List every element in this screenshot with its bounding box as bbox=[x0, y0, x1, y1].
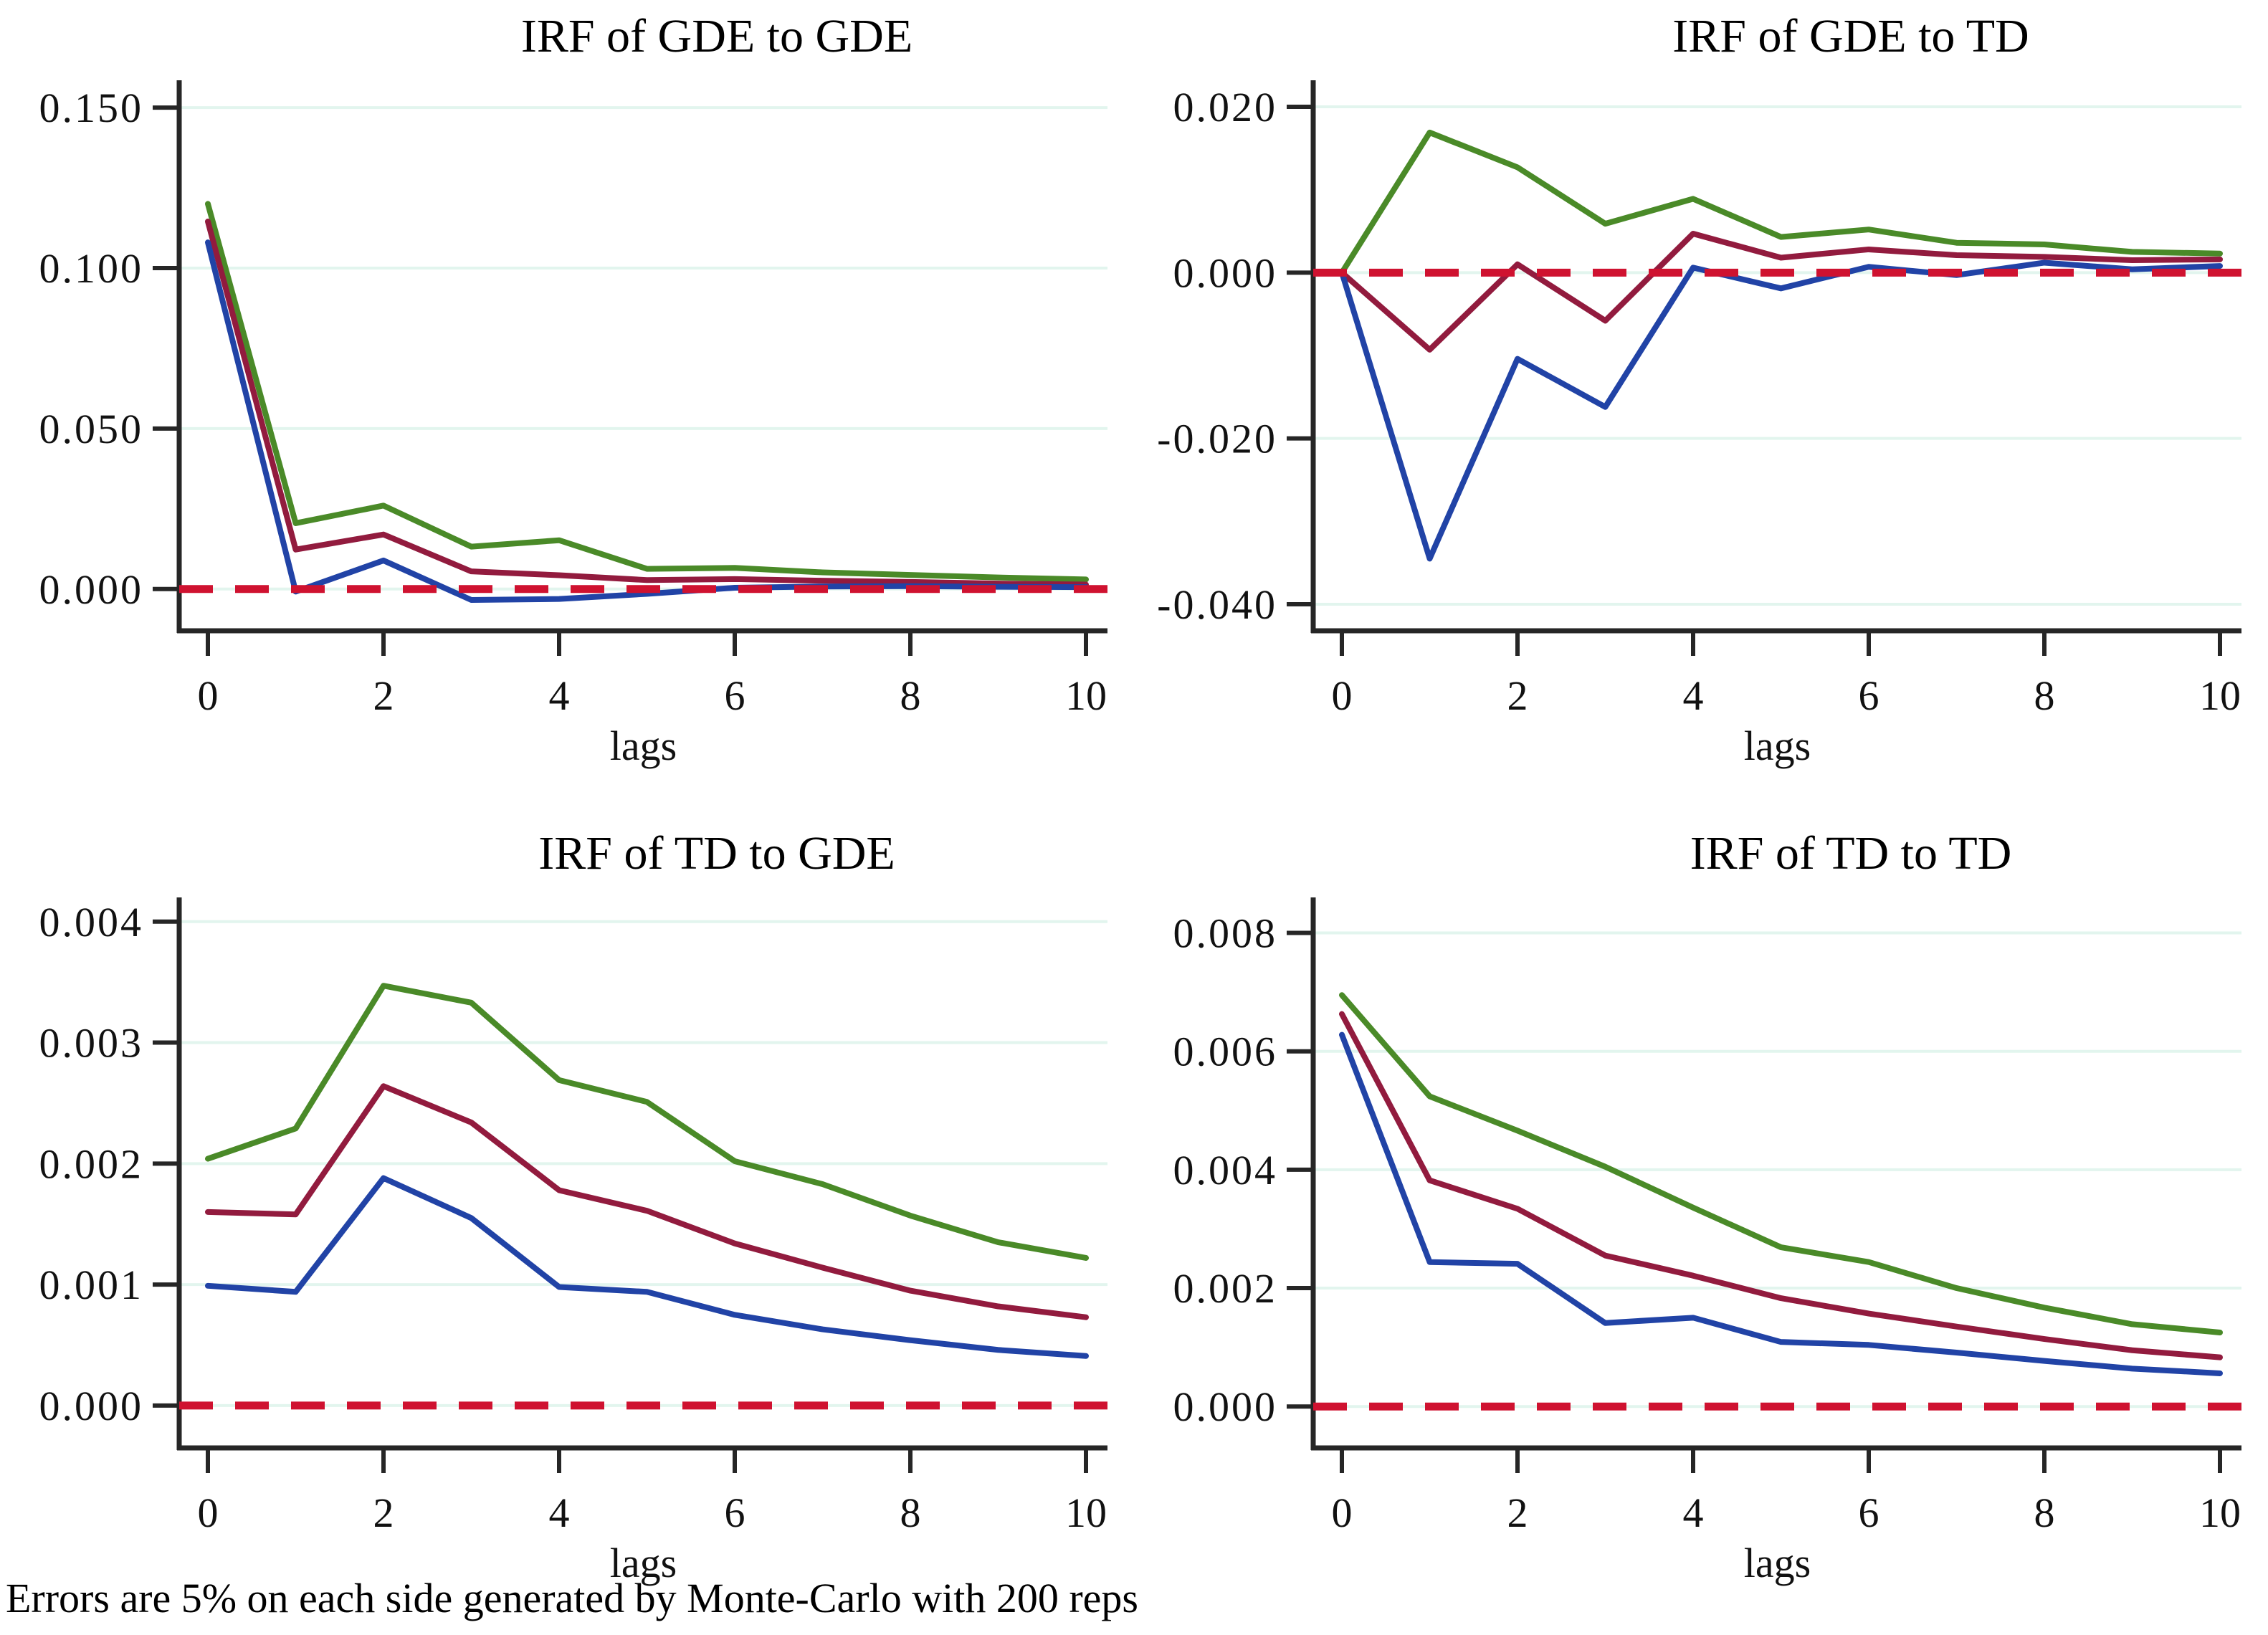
y-tick-label: 0.050 bbox=[39, 406, 144, 452]
y-tick-label: 0.003 bbox=[39, 1020, 144, 1067]
y-tick-label: 0.000 bbox=[39, 1383, 144, 1429]
plot-area: 0.000 0.002 0.004 0.006 0.008 0 2 4 6 8 10 lags bbox=[1173, 897, 2241, 1586]
series-line bbox=[1339, 230, 2223, 353]
x-tick-label: 4 bbox=[549, 1489, 570, 1536]
y-tick-label: -0.020 bbox=[1157, 416, 1277, 462]
series-line bbox=[1339, 129, 2223, 276]
chart-title: IRF of GDE to TD bbox=[1672, 10, 2029, 62]
series-line bbox=[1339, 992, 2223, 1335]
irf-td-to-td-chart: IRF of TD to TD 0.0000.0020.0040.0060.00… bbox=[1173, 827, 2241, 1586]
irf-gde-to-td-chart: IRF of GDE to TD -0.040 -0.020 0.000 0.020 0… bbox=[1157, 10, 2241, 769]
x-tick-label: 6 bbox=[725, 672, 745, 719]
series-line bbox=[205, 1175, 1089, 1359]
x-tick-label: 2 bbox=[373, 1489, 394, 1536]
y-tick-label: 0.020 bbox=[1173, 84, 1278, 130]
panel-irf-td-to-gde: IRF of TD to GDE 0.000 0.001 0.002 0.003 0.0… bbox=[0, 817, 1134, 1635]
y-tick-label: 0.006 bbox=[1173, 1029, 1278, 1075]
y-tick-label: 0.004 bbox=[39, 899, 144, 945]
x-tick-label: 0 bbox=[1332, 1489, 1353, 1536]
series-line bbox=[205, 983, 1089, 1261]
x-tick-label: 8 bbox=[900, 1489, 921, 1536]
series-line bbox=[205, 1083, 1089, 1320]
irf-gde-to-gde-chart: IRF of GDE to GDE 0.000 0.050 0.100 0.150 0 2… bbox=[39, 10, 1107, 769]
x-tick-label: 4 bbox=[1683, 1489, 1704, 1536]
x-tick-label: 8 bbox=[2034, 672, 2055, 719]
plot-area: 0.000 0.050 0.100 0.150 0 2 4 6 8 10 lags bbox=[39, 80, 1107, 769]
y-tick-label: -0.040 bbox=[1157, 581, 1277, 628]
x-tick-label: 2 bbox=[1507, 1489, 1528, 1536]
x-tick-label: 6 bbox=[1859, 1489, 1879, 1536]
x-tick-label: 4 bbox=[549, 672, 570, 719]
x-tick-label: 0 bbox=[198, 1489, 219, 1536]
x-axis-label: lags bbox=[1744, 723, 1811, 769]
series-line bbox=[205, 239, 1089, 604]
x-tick-label: 2 bbox=[1507, 672, 1528, 719]
plot-area: 0.000 0.001 0.002 0.003 0.004 0 2 4 6 8 10 lags bbox=[39, 897, 1107, 1586]
panel-irf-gde-to-gde: IRF of GDE to GDE 0.000 0.050 0.100 0.150 0 2… bbox=[0, 0, 1134, 818]
plot-area: -0.040 -0.020 0.000 0.020 0 2 4 6 8 10 lags bbox=[1157, 80, 2241, 769]
x-tick-label: 6 bbox=[725, 1489, 745, 1536]
panel-irf-td-to-td: IRF of TD to TD 0.000 0.002 0.004 0.006 0.00… bbox=[1134, 817, 2268, 1635]
chart-title: IRF of GDE to GDE bbox=[521, 10, 913, 62]
x-tick-label: 0 bbox=[1332, 672, 1353, 719]
y-tick-label: 0.002 bbox=[39, 1140, 144, 1187]
y-tick-label: 0.000 bbox=[1173, 249, 1278, 296]
series-line bbox=[1339, 1031, 2223, 1376]
x-tick-label: 2 bbox=[373, 672, 394, 719]
x-tick-label: 8 bbox=[900, 672, 921, 719]
x-tick-label: 8 bbox=[2034, 1489, 2055, 1536]
x-tick-label: 4 bbox=[1683, 672, 1704, 719]
panel-irf-gde-to-td: IRF of GDE to TD -0.040 -0.020 0.000 0.020 0… bbox=[1134, 0, 2268, 818]
y-tick-label: 0.000 bbox=[1173, 1383, 1278, 1430]
x-axis-label: lags bbox=[610, 1540, 677, 1586]
series-line bbox=[1339, 259, 2223, 562]
irf-td-to-gde-chart: IRF of TD to GDE 0.0000.0010.0020.0030.0… bbox=[39, 827, 1107, 1586]
series-line bbox=[205, 201, 1089, 583]
footer-note: Errors are 5% on each side generated by … bbox=[6, 1575, 1138, 1621]
x-tick-label: 10 bbox=[2199, 672, 2241, 719]
chart-title: IRF of TD to GDE bbox=[538, 827, 895, 880]
x-axis-label: lags bbox=[610, 723, 677, 769]
y-tick-label: 0.001 bbox=[39, 1262, 144, 1308]
y-tick-label: 0.002 bbox=[1173, 1265, 1278, 1312]
y-tick-label: 0.150 bbox=[39, 85, 144, 131]
y-tick-label: 0.100 bbox=[39, 245, 144, 292]
x-tick-label: 0 bbox=[198, 672, 219, 719]
y-tick-label: 0.004 bbox=[1173, 1147, 1278, 1193]
y-tick-label: 0.000 bbox=[39, 566, 144, 613]
x-tick-label: 10 bbox=[1065, 672, 1107, 719]
x-tick-label: 10 bbox=[1065, 1489, 1107, 1536]
x-tick-label: 6 bbox=[1859, 672, 1879, 719]
x-axis-label: lags bbox=[1744, 1540, 1811, 1586]
chart-title: IRF of TD to TD bbox=[1690, 827, 2012, 880]
x-tick-label: 10 bbox=[2199, 1489, 2241, 1536]
series-line bbox=[205, 219, 1089, 588]
y-tick-label: 0.008 bbox=[1173, 910, 1278, 957]
series-line bbox=[1339, 1011, 2223, 1360]
